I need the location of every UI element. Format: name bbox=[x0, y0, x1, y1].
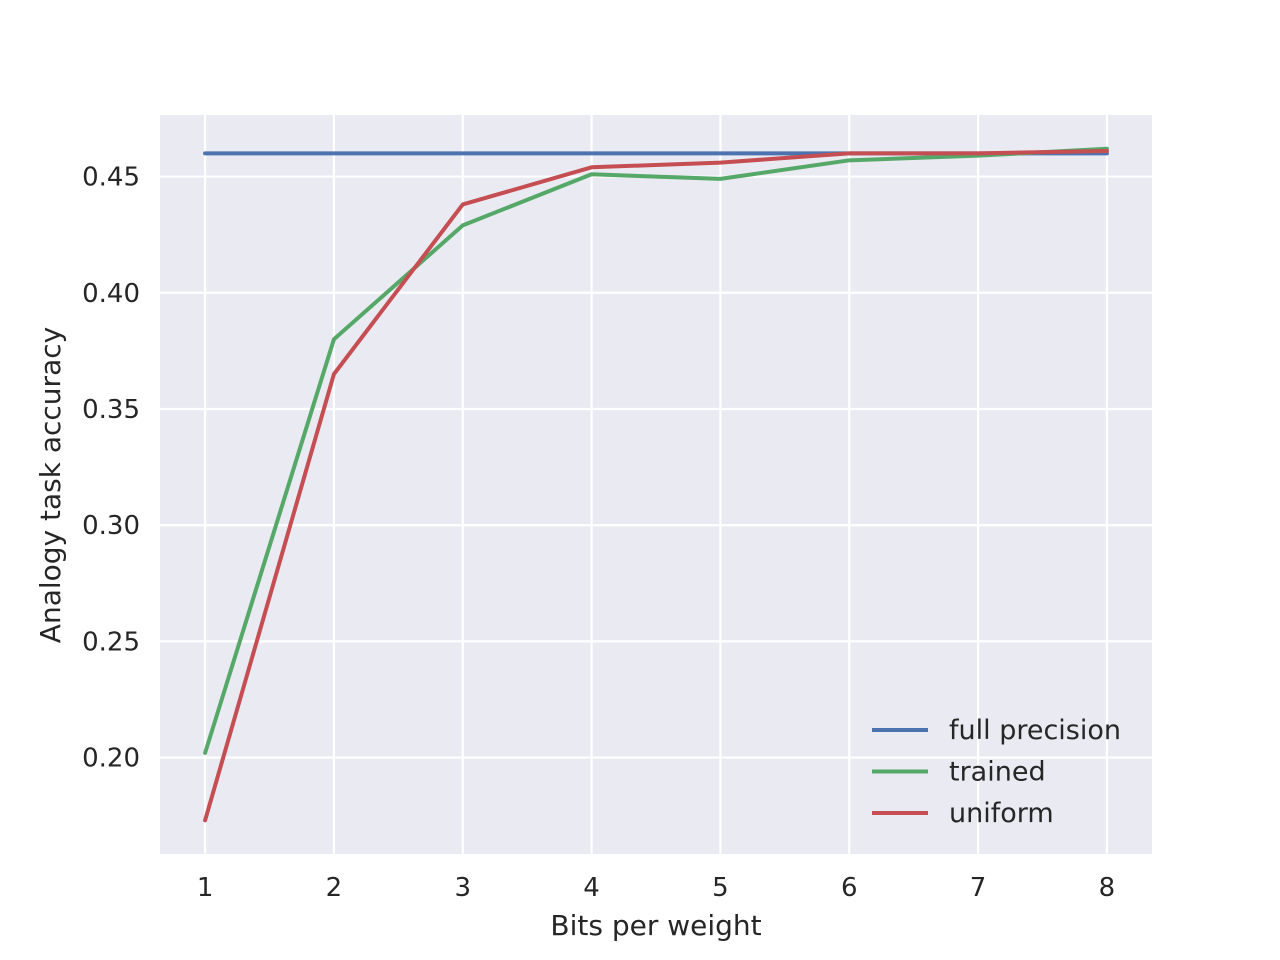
x-tick-labels: 1 2 3 4 5 6 7 8 bbox=[197, 873, 1115, 903]
plot-background bbox=[160, 115, 1152, 854]
y-tick-label: 0.20 bbox=[82, 744, 140, 774]
x-tick-label: 3 bbox=[454, 873, 471, 903]
legend: full precision trained uniform bbox=[872, 715, 1121, 829]
y-tick-label: 0.30 bbox=[82, 511, 140, 541]
y-axis-label: Analogy task accuracy bbox=[34, 327, 67, 643]
y-tick-label: 0.45 bbox=[82, 163, 140, 193]
y-tick-label: 0.40 bbox=[82, 279, 140, 309]
x-tick-label: 5 bbox=[712, 873, 729, 903]
x-tick-label: 6 bbox=[841, 873, 858, 903]
series-lines bbox=[203, 146, 1109, 823]
y-tick-label: 0.35 bbox=[82, 395, 140, 425]
y-tick-label: 0.25 bbox=[82, 627, 140, 657]
legend-label: trained bbox=[949, 757, 1046, 788]
x-tick-label: 8 bbox=[1099, 873, 1116, 903]
legend-label: full precision bbox=[949, 715, 1121, 746]
x-axis-label: Bits per weight bbox=[550, 909, 761, 942]
y-tick-labels: 0.20 0.25 0.30 0.35 0.40 0.45 bbox=[82, 163, 140, 774]
x-tick-label: 2 bbox=[326, 873, 343, 903]
x-tick-label: 1 bbox=[197, 873, 214, 903]
series-line-uniform bbox=[203, 149, 1109, 823]
x-tick-label: 7 bbox=[970, 873, 987, 903]
legend-label: uniform bbox=[949, 798, 1054, 829]
series-line-trained bbox=[203, 146, 1109, 755]
x-tick-label: 4 bbox=[583, 873, 600, 903]
